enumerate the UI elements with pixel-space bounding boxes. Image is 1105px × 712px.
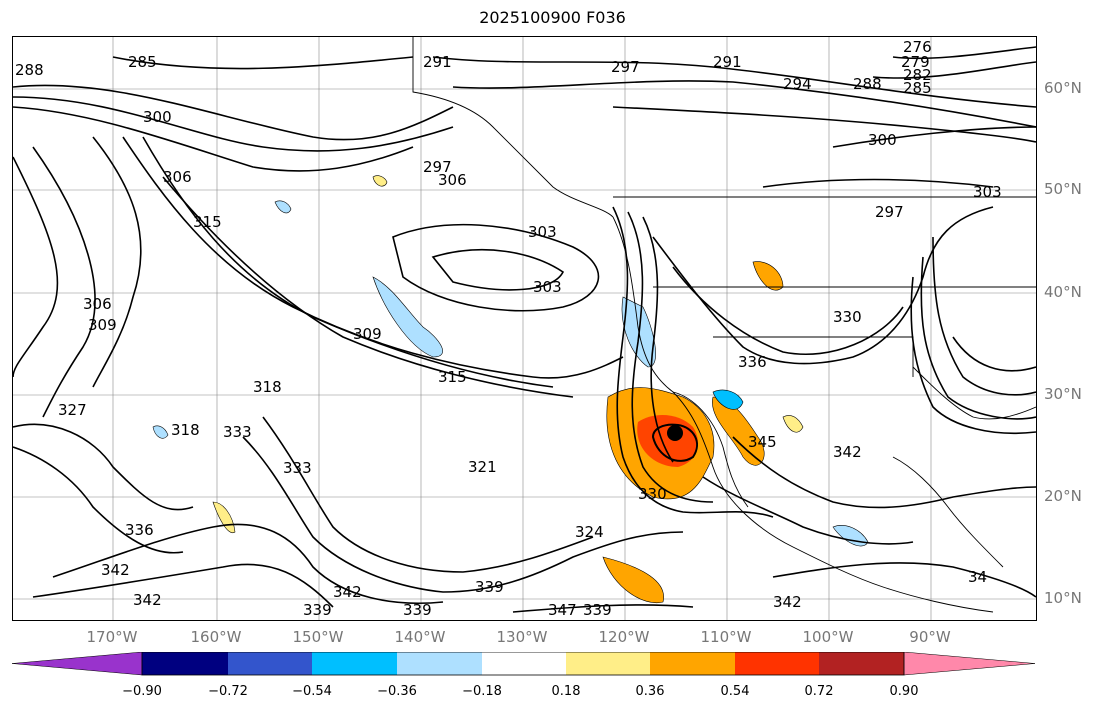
- colorbar-tick: −0.72: [208, 684, 248, 699]
- lat-label: 30°N: [1044, 385, 1082, 403]
- lon-label: 160°W: [190, 628, 242, 646]
- colorbar-bin: [482, 652, 566, 675]
- colorbar-tick: 0.18: [551, 684, 581, 699]
- weather-map: 288 285 291 297 291 294 276 279 282 285 …: [12, 36, 1037, 621]
- contour-label: 309: [353, 325, 382, 343]
- contour-label: 318: [171, 421, 200, 439]
- contour-label: 342: [773, 593, 802, 611]
- contour-label: 339: [403, 601, 432, 619]
- lon-label: 170°W: [86, 628, 138, 646]
- contour-label: 315: [438, 368, 467, 386]
- lon-label: 130°W: [496, 628, 548, 646]
- contour-label: 333: [223, 423, 252, 441]
- contour-label: 297: [423, 158, 452, 176]
- contour-label: 303: [533, 278, 562, 296]
- colorbar-bin: [142, 652, 228, 675]
- contours: [13, 46, 1036, 613]
- contour-label: 342: [101, 561, 130, 579]
- contour-label: 276: [903, 38, 932, 56]
- contour-label: 333: [283, 459, 312, 477]
- contour-label: 318: [253, 378, 282, 396]
- lon-label: 110°W: [700, 628, 752, 646]
- colorbar-bin: [228, 652, 312, 675]
- colorbar: [12, 652, 1035, 676]
- map-canvas: 288 285 291 297 291 294 276 279 282 285 …: [13, 37, 1036, 620]
- contour-label: 297: [875, 203, 904, 221]
- contour-label: 294: [783, 75, 812, 93]
- lat-label: 60°N: [1044, 79, 1082, 97]
- contour-label: 282: [903, 66, 932, 84]
- graticule: [13, 37, 1036, 620]
- colorbar-bin: [397, 652, 482, 675]
- colorbar-extend-left: [12, 652, 143, 676]
- storm-center-marker: [667, 425, 683, 441]
- contour-label: 306: [438, 171, 467, 189]
- contour-label: 347: [548, 601, 577, 619]
- contour-label: 330: [833, 308, 862, 326]
- contour-label: 324: [575, 523, 604, 541]
- contour-label: 330: [638, 485, 667, 503]
- contour-label: 336: [125, 521, 154, 539]
- contour-label: 285: [128, 53, 157, 71]
- contour-label: 315: [193, 213, 222, 231]
- colorbar-tick: −0.18: [462, 684, 502, 699]
- contour-label: 309: [88, 316, 117, 334]
- contour-label: 288: [15, 61, 44, 79]
- map-title: 2025100900 F036: [479, 8, 626, 27]
- contour-label: 342: [333, 583, 362, 601]
- lon-label: 140°W: [394, 628, 446, 646]
- contour-label: 291: [713, 53, 742, 71]
- colorbar-bin: [312, 652, 397, 675]
- colorbar-bin: [566, 652, 650, 675]
- lon-label: 90°W: [909, 628, 951, 646]
- contour-label: 303: [973, 183, 1002, 201]
- contour-label: 279: [901, 53, 930, 71]
- lat-label: 10°N: [1044, 589, 1082, 607]
- colorbar-bin: [650, 652, 735, 675]
- contour-label: 342: [833, 443, 862, 461]
- contour-labels: 288 285 291 297 291 294 276 279 282 285 …: [15, 38, 1002, 619]
- colorbar-tick: −0.54: [292, 684, 332, 699]
- colorbar-extend-right: [903, 652, 1035, 676]
- lat-label: 20°N: [1044, 487, 1082, 505]
- contour-label: 291: [423, 53, 452, 71]
- contour-label: 345: [748, 433, 777, 451]
- colorbar-tick: −0.90: [122, 684, 162, 699]
- contour-label: 285: [903, 79, 932, 97]
- coastlines: [412, 37, 1036, 613]
- lon-label: 120°W: [598, 628, 650, 646]
- contour-label: 336: [738, 353, 767, 371]
- contour-label: 303: [528, 223, 557, 241]
- contour-label: 342: [133, 591, 162, 609]
- contour-label: 339: [303, 601, 332, 619]
- contour-label: 288: [853, 75, 882, 93]
- lon-label: 150°W: [292, 628, 344, 646]
- contour-label: 297: [611, 58, 640, 76]
- colorbar-tick: 0.90: [889, 684, 919, 699]
- contour-label: 300: [143, 108, 172, 126]
- contour-label: 300: [868, 131, 897, 149]
- colorbar-tick: −0.36: [377, 684, 417, 699]
- contour-label: 321: [468, 458, 497, 476]
- lat-label: 40°N: [1044, 283, 1082, 301]
- contour-label: 339: [475, 578, 504, 596]
- shading: [152, 175, 869, 604]
- contour-label: 306: [163, 168, 192, 186]
- contour-label: 34: [968, 568, 987, 586]
- colorbar-tick: 0.36: [635, 684, 665, 699]
- colorbar-bin: [819, 652, 904, 675]
- lon-label: 100°W: [802, 628, 854, 646]
- colorbar-tick: 0.72: [804, 684, 834, 699]
- contour-label: 306: [83, 295, 112, 313]
- colorbar-bin: [735, 652, 819, 675]
- lat-label: 50°N: [1044, 180, 1082, 198]
- colorbar-tick: 0.54: [720, 684, 750, 699]
- contour-label: 339: [583, 601, 612, 619]
- contour-label: 327: [58, 401, 87, 419]
